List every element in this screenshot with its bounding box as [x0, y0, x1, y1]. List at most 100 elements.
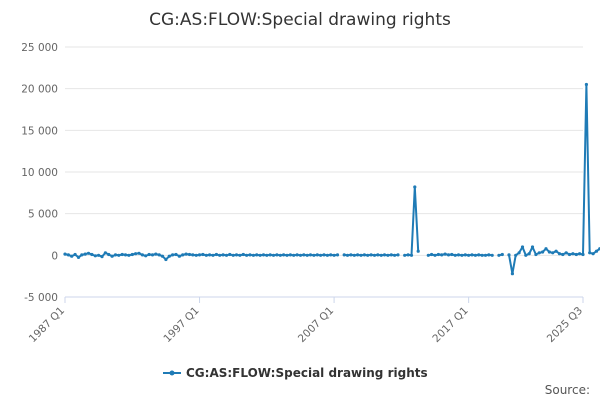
data-point[interactable] — [221, 253, 225, 257]
data-point[interactable] — [584, 82, 589, 87]
data-point[interactable] — [241, 252, 245, 257]
data-point[interactable] — [386, 253, 390, 257]
data-point[interactable] — [567, 252, 572, 257]
data-point[interactable] — [369, 253, 373, 257]
data-point[interactable] — [514, 253, 518, 257]
data-point[interactable] — [248, 253, 252, 257]
data-point[interactable] — [292, 253, 296, 257]
data-point[interactable] — [490, 253, 494, 257]
data-point[interactable] — [282, 253, 286, 257]
data-point[interactable] — [507, 253, 511, 257]
data-point[interactable] — [150, 253, 155, 257]
data-point[interactable] — [352, 253, 356, 257]
data-point[interactable] — [197, 253, 202, 257]
data-point[interactable] — [268, 253, 272, 257]
data-point[interactable] — [440, 253, 444, 257]
data-point[interactable] — [409, 253, 414, 257]
data-point[interactable] — [406, 253, 410, 257]
data-point[interactable] — [265, 253, 269, 257]
data-point[interactable] — [73, 252, 77, 257]
data-point[interactable] — [137, 251, 141, 255]
data-point[interactable] — [238, 253, 242, 257]
data-point[interactable] — [453, 253, 457, 257]
data-point[interactable] — [396, 253, 400, 257]
data-point[interactable] — [231, 253, 235, 257]
data-point[interactable] — [312, 253, 316, 257]
data-point[interactable] — [389, 253, 393, 257]
data-point[interactable] — [460, 253, 464, 257]
data-point[interactable] — [571, 252, 575, 256]
data-point[interactable] — [214, 252, 218, 257]
data-point[interactable] — [436, 252, 440, 257]
data-point[interactable] — [93, 254, 97, 258]
source-credit[interactable]: Source: — [545, 383, 590, 397]
data-point[interactable] — [134, 252, 138, 256]
data-point[interactable] — [305, 253, 309, 257]
data-point[interactable] — [581, 252, 585, 257]
data-point[interactable] — [144, 254, 148, 258]
data-point[interactable] — [594, 249, 599, 253]
data-point[interactable] — [541, 250, 545, 254]
data-point[interactable] — [171, 253, 175, 257]
data-point[interactable] — [83, 252, 87, 256]
data-point[interactable] — [120, 252, 124, 257]
data-point[interactable] — [66, 253, 70, 257]
data-point[interactable] — [211, 253, 215, 257]
data-point[interactable] — [298, 253, 303, 257]
data-point[interactable] — [393, 253, 397, 257]
data-point[interactable] — [446, 253, 451, 257]
data-point[interactable] — [564, 251, 568, 255]
data-point[interactable] — [426, 253, 430, 257]
data-point[interactable] — [147, 252, 151, 257]
data-point[interactable] — [557, 252, 562, 256]
data-point[interactable] — [86, 251, 91, 255]
data-point[interactable] — [372, 253, 377, 257]
data-point[interactable] — [191, 253, 195, 257]
data-point[interactable] — [359, 253, 363, 257]
data-point[interactable] — [547, 250, 552, 254]
data-point[interactable] — [500, 252, 504, 257]
data-point[interactable] — [204, 253, 208, 257]
data-point[interactable] — [524, 253, 528, 257]
data-point[interactable] — [483, 253, 488, 257]
data-point[interactable] — [450, 252, 454, 257]
data-point[interactable] — [288, 253, 292, 257]
data-point[interactable] — [201, 252, 205, 257]
data-point[interactable] — [534, 252, 538, 257]
data-point[interactable] — [578, 252, 582, 256]
data-point[interactable] — [90, 252, 94, 257]
data-point[interactable] — [554, 249, 558, 253]
data-point[interactable] — [251, 253, 255, 257]
data-point[interactable] — [271, 253, 276, 257]
data-point[interactable] — [107, 252, 111, 257]
data-point[interactable] — [356, 253, 360, 257]
data-point[interactable] — [113, 253, 118, 257]
data-point[interactable] — [103, 251, 107, 255]
data-point[interactable] — [97, 253, 101, 257]
data-point[interactable] — [261, 253, 266, 257]
data-point[interactable] — [561, 252, 565, 257]
data-point[interactable] — [130, 252, 134, 257]
data-point[interactable] — [413, 185, 417, 189]
data-point[interactable] — [278, 253, 282, 257]
data-point[interactable] — [100, 255, 104, 259]
data-point[interactable] — [140, 253, 144, 257]
data-point[interactable] — [76, 255, 81, 259]
data-point[interactable] — [403, 253, 407, 257]
data-point[interactable] — [487, 253, 491, 257]
data-point[interactable] — [430, 252, 434, 257]
data-point[interactable] — [520, 245, 525, 249]
data-point[interactable] — [530, 245, 535, 249]
data-point[interactable] — [477, 253, 481, 257]
data-point[interactable] — [527, 252, 531, 256]
data-point[interactable] — [517, 251, 521, 255]
data-point[interactable] — [275, 253, 279, 257]
data-point[interactable] — [123, 253, 128, 257]
data-point[interactable] — [376, 253, 380, 257]
data-point[interactable] — [184, 252, 188, 256]
data-point[interactable] — [177, 254, 181, 258]
data-point[interactable] — [154, 252, 158, 256]
data-point[interactable] — [308, 253, 313, 257]
legend[interactable]: CG:AS:FLOW:Special drawing rights — [163, 366, 428, 380]
data-point[interactable] — [456, 253, 461, 257]
